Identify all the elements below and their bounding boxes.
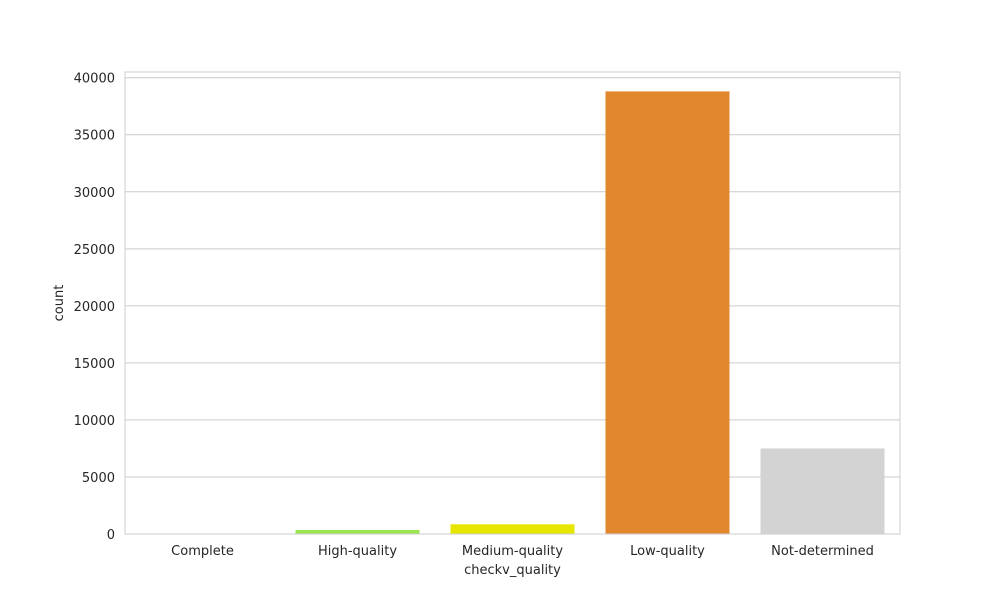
y-tick-label: 5000: [82, 471, 115, 486]
x-tick-label: Complete: [171, 544, 234, 559]
y-tick-label: 15000: [74, 357, 115, 372]
bar-low-quality: [605, 91, 730, 535]
y-tick-label: 40000: [74, 72, 115, 87]
x-tick-label: High-quality: [318, 544, 397, 559]
grid-lines: [125, 77, 900, 535]
y-tick-label: 0: [107, 528, 115, 543]
x-tick-label: Medium-quality: [462, 544, 563, 559]
bar-high-quality: [295, 530, 420, 534]
plot-frame: [124, 71, 901, 535]
y-tick-label: 30000: [74, 186, 115, 201]
y-tick-label: 35000: [74, 129, 115, 144]
x-tick-labels: Complete High-quality Medium-quality Low-qu…: [171, 544, 874, 559]
x-axis-label: checkv_quality: [464, 563, 561, 578]
bar-medium-quality: [450, 524, 575, 534]
y-tick-label: 25000: [74, 243, 115, 258]
bar-not-determined: [760, 448, 885, 534]
y-tick-label: 10000: [74, 414, 115, 429]
y-axis-label: count: [52, 285, 67, 322]
x-tick-label: Not-determined: [771, 544, 874, 559]
y-tick-label: 20000: [74, 300, 115, 315]
y-tick-labels: 0 5000 10000 15000 20000 25000 30000 35000 40000: [74, 72, 115, 543]
bars: [140, 91, 885, 535]
x-tick-label: Low-quality: [630, 544, 705, 559]
